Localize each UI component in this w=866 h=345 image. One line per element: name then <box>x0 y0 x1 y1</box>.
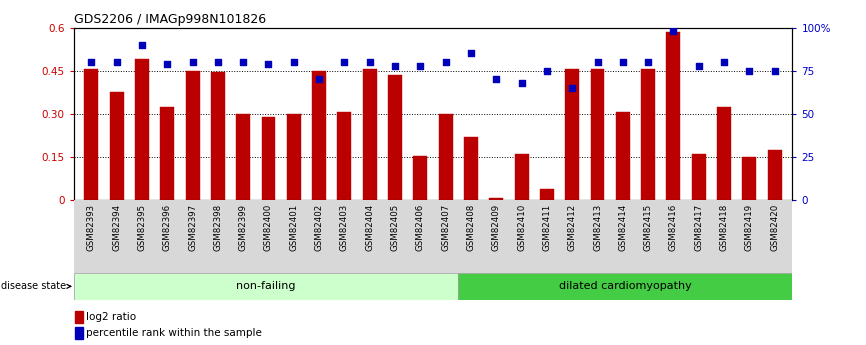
Text: log2 ratio: log2 ratio <box>87 312 136 322</box>
Bar <box>363 69 377 200</box>
Bar <box>591 69 604 200</box>
Point <box>211 59 225 65</box>
Bar <box>338 112 352 200</box>
Text: GSM82408: GSM82408 <box>467 204 475 251</box>
Bar <box>74 200 792 273</box>
Bar <box>185 71 199 200</box>
Text: GSM82402: GSM82402 <box>314 204 324 251</box>
Point <box>338 59 352 65</box>
Point <box>413 63 427 68</box>
Text: GSM82420: GSM82420 <box>770 204 779 251</box>
Point <box>514 80 528 86</box>
Text: GSM82416: GSM82416 <box>669 204 678 251</box>
Text: GSM82398: GSM82398 <box>213 204 223 251</box>
Point <box>262 61 275 67</box>
Point <box>641 59 655 65</box>
Text: disease state: disease state <box>2 282 71 291</box>
Point <box>489 77 503 82</box>
Point <box>363 59 377 65</box>
Text: GSM82403: GSM82403 <box>340 204 349 251</box>
Point <box>616 59 630 65</box>
Text: GSM82397: GSM82397 <box>188 204 197 251</box>
Bar <box>540 189 554 200</box>
Point <box>439 59 453 65</box>
Point <box>388 63 402 68</box>
Text: GSM82417: GSM82417 <box>695 204 703 251</box>
Bar <box>84 69 98 200</box>
Bar <box>413 156 427 200</box>
Bar <box>717 107 731 200</box>
Point <box>667 28 681 34</box>
Bar <box>692 154 706 200</box>
Bar <box>616 112 630 200</box>
Text: GSM82395: GSM82395 <box>138 204 146 251</box>
Text: GSM82412: GSM82412 <box>568 204 577 251</box>
Bar <box>160 107 174 200</box>
Point <box>312 77 326 82</box>
Bar <box>565 69 579 200</box>
Bar <box>312 71 326 200</box>
Bar <box>768 150 782 200</box>
Point <box>591 59 604 65</box>
Bar <box>287 114 301 200</box>
Bar <box>641 69 655 200</box>
Text: GSM82418: GSM82418 <box>720 204 728 251</box>
Point <box>565 85 579 91</box>
Bar <box>75 327 83 339</box>
Text: GSM82394: GSM82394 <box>112 204 121 251</box>
Point <box>160 61 174 67</box>
Text: GSM82411: GSM82411 <box>542 204 552 251</box>
Bar <box>742 157 756 200</box>
Point <box>540 68 554 73</box>
Text: GDS2206 / IMAGp998N101826: GDS2206 / IMAGp998N101826 <box>74 13 266 27</box>
Point <box>692 63 706 68</box>
Text: GSM82409: GSM82409 <box>492 204 501 251</box>
Text: GSM82393: GSM82393 <box>87 204 96 251</box>
Text: GSM82407: GSM82407 <box>441 204 450 251</box>
Text: GSM82399: GSM82399 <box>239 204 248 251</box>
Text: GSM82400: GSM82400 <box>264 204 273 251</box>
Text: non-failing: non-failing <box>236 282 295 291</box>
Point <box>185 59 199 65</box>
Point <box>717 59 731 65</box>
Point <box>464 51 478 56</box>
Text: GSM82401: GSM82401 <box>289 204 298 251</box>
Bar <box>262 117 275 200</box>
Text: GSM82404: GSM82404 <box>365 204 374 251</box>
Bar <box>75 310 83 323</box>
Bar <box>236 114 250 200</box>
Point <box>84 59 98 65</box>
Bar <box>211 72 225 200</box>
Point <box>287 59 301 65</box>
Point <box>135 42 149 48</box>
Text: GSM82396: GSM82396 <box>163 204 171 251</box>
Bar <box>388 75 402 200</box>
Text: GSM82410: GSM82410 <box>517 204 526 251</box>
Bar <box>514 154 528 200</box>
Text: GSM82405: GSM82405 <box>391 204 399 251</box>
Point <box>742 68 756 73</box>
Bar <box>110 92 124 200</box>
Bar <box>667 32 681 200</box>
Bar <box>464 137 478 200</box>
Bar <box>489 198 503 200</box>
Text: percentile rank within the sample: percentile rank within the sample <box>87 328 262 338</box>
Point <box>236 59 250 65</box>
Text: GSM82406: GSM82406 <box>416 204 425 251</box>
Text: GSM82413: GSM82413 <box>593 204 602 251</box>
Text: GSM82419: GSM82419 <box>745 204 754 251</box>
Text: GSM82415: GSM82415 <box>643 204 653 251</box>
Text: GSM82414: GSM82414 <box>618 204 627 251</box>
Point <box>768 68 782 73</box>
Bar <box>458 273 792 300</box>
Text: dilated cardiomyopathy: dilated cardiomyopathy <box>559 282 692 291</box>
Bar <box>135 59 149 200</box>
Bar <box>439 114 453 200</box>
Point <box>110 59 124 65</box>
Bar <box>74 273 458 300</box>
